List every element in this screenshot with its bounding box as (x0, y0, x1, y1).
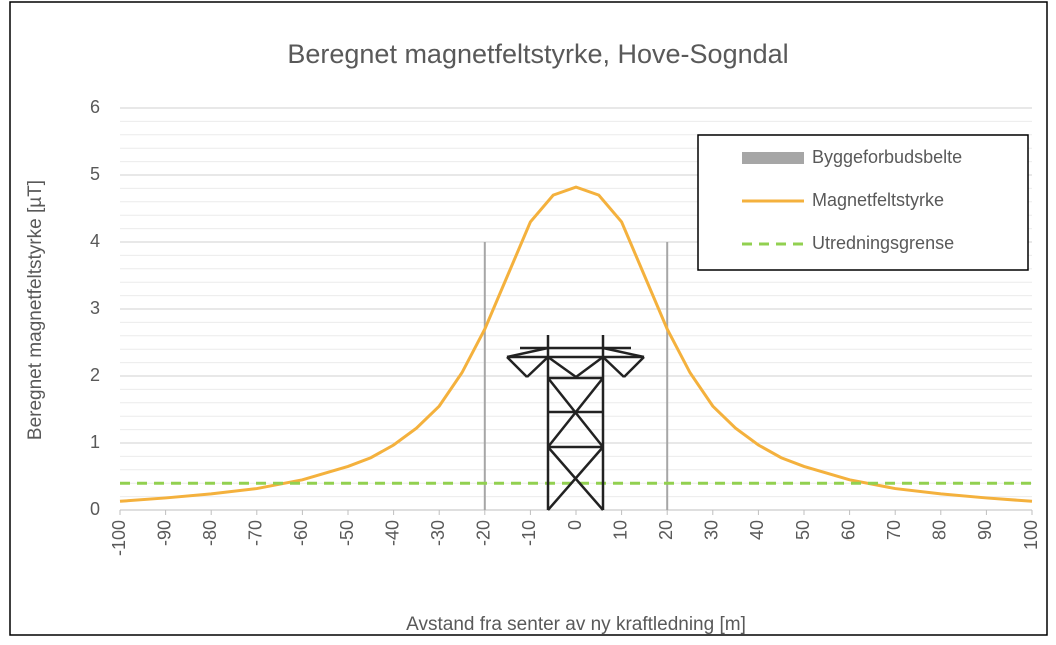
x-tick-label: -30 (428, 520, 448, 546)
x-axis-title: Avstand fra senter av ny kraftledning [m… (406, 614, 746, 635)
y-tick-label: 3 (90, 298, 100, 318)
x-tick-label: -90 (154, 520, 174, 546)
x-tick-label: 80 (930, 520, 950, 540)
legend-label: Utredningsgrense (812, 233, 954, 253)
x-tick-label: -20 (474, 520, 494, 546)
x-tick-label: 100 (1021, 520, 1041, 550)
x-tick-label: 50 (793, 520, 813, 540)
series-line (119, 185, 1033, 503)
x-tick-label: 70 (884, 520, 904, 540)
chart-title: Beregnet magnetfeltstyrke, Hove-Sogndal (287, 39, 788, 69)
legend: Byggeforbudsbelte Magnetfeltstyrke Utredni… (697, 134, 1029, 271)
x-tick-label: 0 (565, 520, 585, 530)
x-tick-label: 30 (702, 520, 722, 540)
y-tick-label: 5 (90, 164, 100, 184)
y-tick-label: 4 (90, 231, 100, 251)
y-tick-label: 0 (90, 499, 100, 519)
x-tick-label: -50 (337, 520, 357, 546)
x-tick-label: 10 (610, 520, 630, 540)
x-tick-label: 60 (838, 520, 858, 540)
x-tick-label: -80 (200, 520, 220, 546)
x-tick-label: -10 (519, 520, 539, 546)
x-tick-label: -100 (109, 520, 129, 556)
legend-swatch (742, 152, 804, 164)
y-tick-label: 1 (90, 432, 100, 452)
legend-label: Magnetfeltstyrke (812, 190, 944, 210)
legend-label: Byggeforbudsbelte (812, 147, 962, 167)
x-tick-label: -60 (291, 520, 311, 546)
y-tick-label: 6 (90, 97, 100, 117)
x-tick-label: -70 (246, 520, 266, 546)
x-tick-label: -40 (382, 520, 402, 546)
marks (119, 185, 1033, 510)
x-tick-label: 20 (656, 520, 676, 540)
y-tick-label: 2 (90, 365, 100, 385)
x-tick-label: 40 (747, 520, 767, 540)
y-axis-title: Beregnet magnetfeltstyrke [µT] (25, 180, 46, 440)
x-tick-label: 90 (975, 520, 995, 540)
pylon-icon (506, 335, 645, 511)
